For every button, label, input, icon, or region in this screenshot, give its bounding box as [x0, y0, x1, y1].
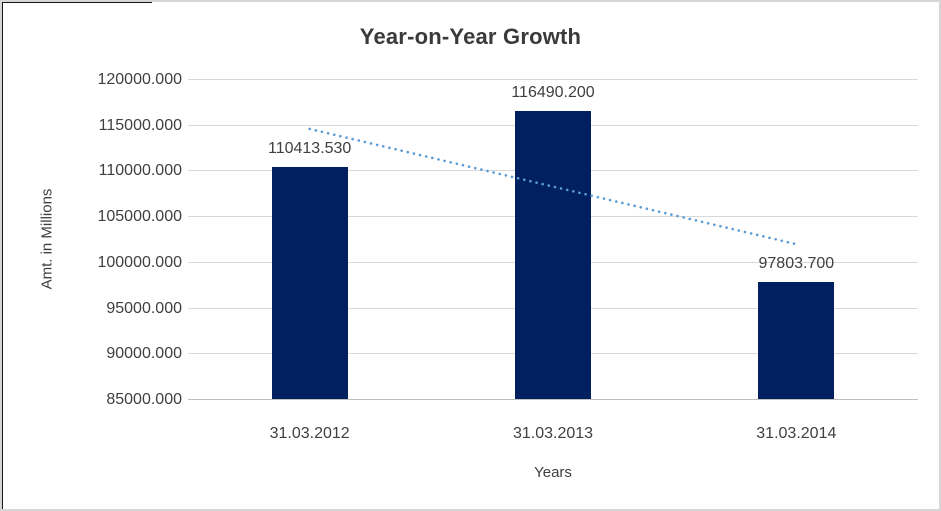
chart-title: Year-on-Year Growth	[359, 24, 582, 49]
x-tick-label: 31.03.2012	[269, 425, 350, 442]
frame-top-edge	[2, 2, 152, 3]
x-tick-label: 31.03.2013	[512, 425, 594, 442]
bar-data-label: 97803.700	[758, 254, 835, 272]
y-tick-label: 120000.000	[97, 71, 182, 88]
gridline	[188, 79, 918, 80]
y-tick-label: 110000.000	[98, 162, 182, 180]
bar	[271, 166, 348, 399]
y-tick-label: 85000.000	[106, 391, 182, 408]
x-axis-title: Years	[534, 464, 572, 481]
y-tick-label: 95000.000	[106, 299, 182, 317]
bar	[758, 281, 835, 399]
y-axis-title: Amt. in Millions	[38, 188, 56, 290]
bar-data-label: 116490.200	[511, 84, 595, 102]
bar-data-label: 110413.530	[267, 139, 352, 157]
x-tick-label: 31.03.2014	[756, 425, 837, 442]
x-axis-line	[188, 399, 918, 400]
y-tick-label: 115000.000	[98, 116, 182, 134]
y-tick-label: 105000.000	[97, 208, 182, 226]
frame-left-edge	[2, 2, 3, 509]
y-tick-label: 100000.000	[97, 253, 182, 271]
bar	[515, 111, 591, 399]
y-tick-label: 90000.000	[106, 345, 182, 363]
